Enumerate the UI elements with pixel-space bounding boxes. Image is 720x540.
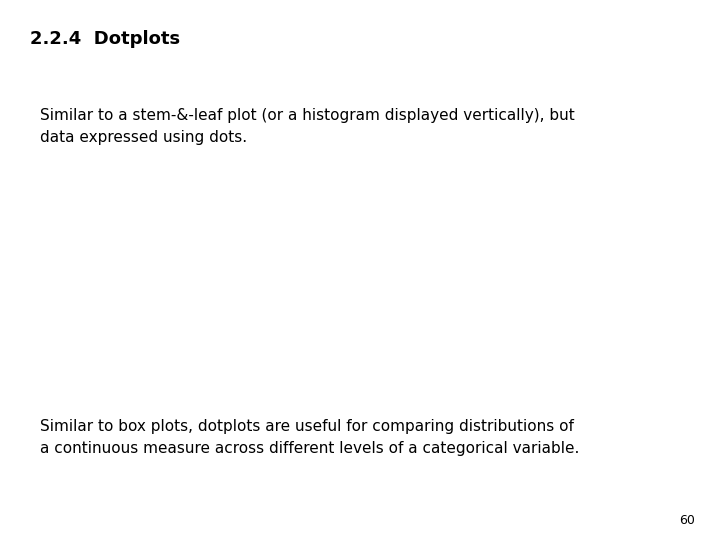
Text: Similar to box plots, dotplots are useful for comparing distributions of
a conti: Similar to box plots, dotplots are usefu… <box>40 418 579 456</box>
Text: Similar to a stem-&-leaf plot (or a histogram displayed vertically), but
data ex: Similar to a stem-&-leaf plot (or a hist… <box>40 108 575 145</box>
Text: 60: 60 <box>679 514 695 526</box>
Text: 2.2.4  Dotplots: 2.2.4 Dotplots <box>30 30 181 48</box>
